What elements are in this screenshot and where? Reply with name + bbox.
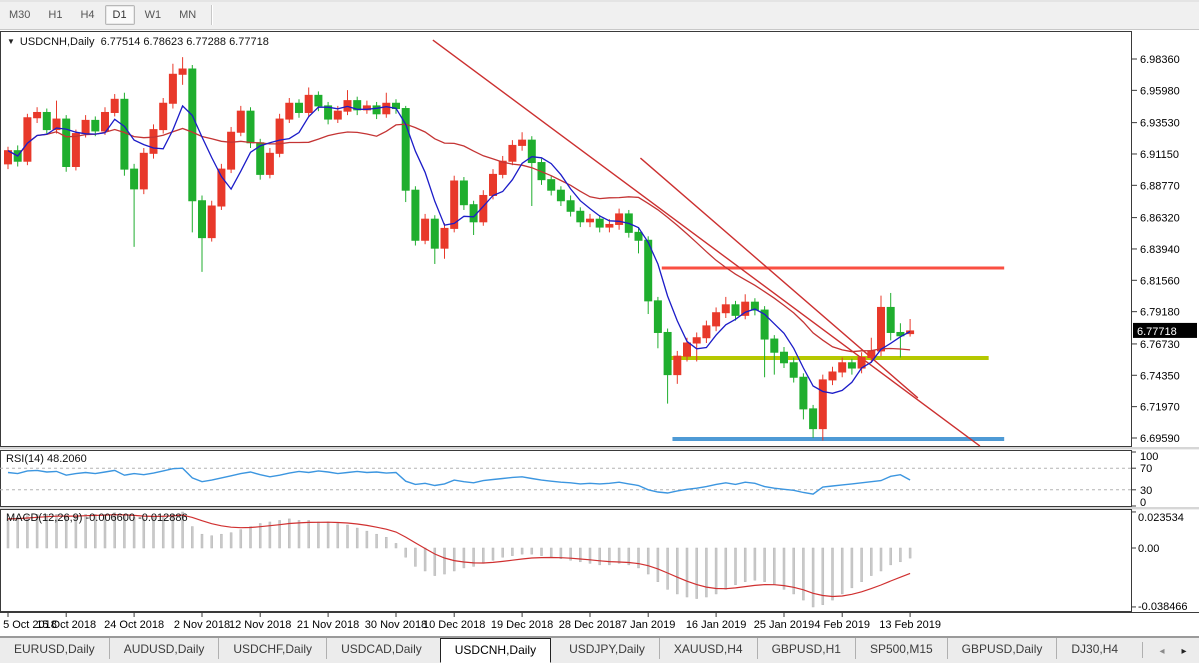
symbol-tab-usdcnh-daily[interactable]: USDCNH,Daily [439,638,552,663]
symbol-tab-dj30-h4[interactable]: DJ30,H4 [1056,638,1132,659]
symbol-tab-eurusd-daily[interactable]: EURUSD,Daily [14,642,95,656]
symbol-tab-gbpusd-h1[interactable]: GBPUSD,H1 [756,638,855,659]
timeframe-toolbar: M30 H1 H4 D1 W1 MN [0,0,1199,30]
symbol-tab-usdjpy-daily[interactable]: USDJPY,Daily [569,642,645,656]
chart-symbol-label: USDCNH,Daily [19,36,95,48]
main-chart-plot[interactable] [0,31,1132,447]
rsi-label: RSI(14) [6,453,44,465]
chart-title: ▼ USDCNH,Daily 6.77514 6.78623 6.77288 6.… [7,36,269,48]
symbol-tab-gbpusd-daily[interactable]: GBPUSD,Daily [946,638,1057,659]
rsi-pane-plot[interactable] [0,450,1132,507]
timeframe-button-h1[interactable]: H1 [48,9,63,21]
symbol-tab-audusd-daily[interactable]: AUDUSD,Daily [108,638,219,659]
rsi-title: RSI(14) 48.2060 [6,453,87,465]
macd-label: MACD(12,26,9) [6,512,83,524]
chart-dropdown-icon[interactable]: ▼ [7,37,15,46]
toolbar-separator [211,5,214,25]
tab-scroll-right-icon[interactable]: ▸ [1181,646,1187,657]
macd-values: -0.006600 -0.012886 [85,512,188,524]
timeframe-button-h4[interactable]: H4 [80,9,95,21]
symbol-tab-sp500-m15[interactable]: SP500,M15 [854,638,947,659]
symbol-tab-xauusd-h4[interactable]: XAUUSD,H4 [658,638,757,659]
rsi-value: 48.2060 [46,453,87,465]
timeframe-button-m30[interactable]: M30 [9,9,31,21]
timeframe-button-w1[interactable]: W1 [144,9,162,21]
date-axis[interactable] [0,612,1199,637]
symbol-tabbar: EURUSD,Daily AUDUSD,Daily USDCHF,Daily USDC… [0,637,1199,663]
tab-scroll-arrows: ◂ ▸ [1142,641,1195,661]
macd-pane-plot[interactable] [0,509,1132,612]
splitter-main-rsi[interactable] [0,447,1199,450]
splitter-rsi-macd[interactable] [0,507,1199,510]
tab-scroll-left-icon[interactable]: ◂ [1159,646,1165,657]
symbol-tab-usdcad-daily[interactable]: USDCAD,Daily [326,638,436,659]
chart-ohlc-values: 6.77514 6.78623 6.77288 6.77718 [100,36,269,48]
symbol-tab-usdchf-daily[interactable]: USDCHF,Daily [218,638,326,659]
timeframe-button-mn[interactable]: MN [179,9,197,21]
macd-title: MACD(12,26,9) -0.006600 -0.012886 [6,512,188,524]
price-axis[interactable] [1132,31,1199,612]
timeframe-button-d1[interactable]: D1 [104,5,135,25]
